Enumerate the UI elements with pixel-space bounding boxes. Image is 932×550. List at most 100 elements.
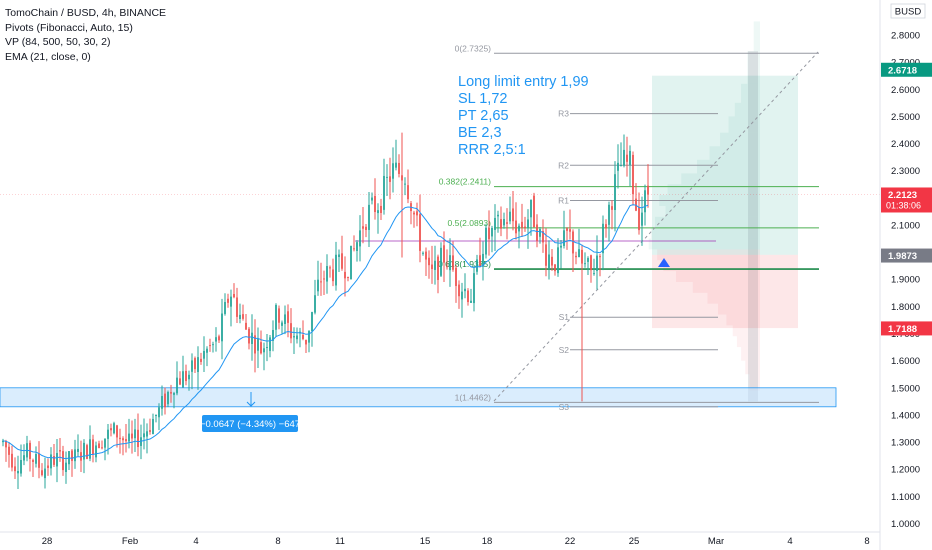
- candle-body-119: [359, 230, 361, 247]
- candle-body-61: [185, 370, 187, 382]
- candle-body-115: [347, 276, 349, 278]
- price-badge-time-1: 01:38:06: [886, 200, 921, 210]
- candle-body-169: [509, 211, 511, 222]
- candle-body-185: [557, 247, 559, 274]
- fib-trend-line: [493, 51, 819, 402]
- vp-bar-5: [720, 132, 760, 147]
- ema-line: [2, 204, 649, 460]
- currency-box[interactable]: [890, 3, 926, 19]
- candle-body-94: [284, 314, 286, 325]
- candle-body-196: [590, 255, 592, 271]
- candle-body-80: [242, 314, 244, 319]
- candle-body-84: [254, 335, 256, 354]
- price-tick-4: 2.4000: [891, 139, 920, 150]
- candle-body-143: [431, 264, 433, 270]
- time-tick-6: 18: [482, 536, 493, 547]
- price-badge-0: [881, 62, 932, 77]
- candle-body-148: [446, 266, 448, 268]
- candle-body-210: [632, 154, 634, 195]
- candle-body-7: [23, 455, 25, 461]
- vp-bar-1: [747, 51, 760, 84]
- candle-body-116: [350, 245, 352, 280]
- candle-body-144: [434, 260, 436, 270]
- candle-body-154: [464, 288, 466, 292]
- candle-body-135: [407, 185, 409, 200]
- price-axis[interactable]: 2.80002.70002.60002.50002.40002.30002.20…: [891, 30, 920, 530]
- candle-body-120: [362, 226, 364, 229]
- candle-body-202: [608, 204, 610, 225]
- candle-body-19: [59, 450, 61, 452]
- candle-body-187: [563, 230, 565, 246]
- candle-body-166: [500, 219, 502, 229]
- candle-body-31: [95, 445, 97, 458]
- candle-body-151: [455, 267, 457, 287]
- candle-body-73: [221, 313, 223, 342]
- candle-body-47: [143, 433, 145, 438]
- vp-bar-17: [676, 271, 760, 282]
- candle-body-0: [2, 440, 4, 443]
- price-tick-17: 1.1000: [891, 492, 920, 503]
- vp-bar-25: [745, 360, 760, 375]
- candle-body-58: [176, 377, 178, 394]
- candle-body-158: [476, 259, 478, 272]
- candle-body-162: [488, 227, 490, 240]
- indicator-vp[interactable]: VP (84, 500, 50, 30, 2): [5, 36, 111, 48]
- candle-body-81: [245, 322, 247, 330]
- price-badge-value-2: 1.9873: [888, 251, 917, 262]
- candle-body-124: [374, 195, 376, 213]
- candle-body-104: [314, 295, 316, 313]
- time-tick-0: 28: [42, 536, 53, 547]
- candle-body-126: [380, 205, 382, 213]
- candle-body-37: [113, 423, 115, 434]
- candle-body-176: [530, 200, 532, 218]
- candle-body-2: [8, 446, 10, 455]
- candle-body-161: [485, 227, 487, 255]
- candle-body-195: [587, 258, 589, 262]
- candle-body-102: [308, 330, 310, 343]
- candle-body-189: [569, 229, 571, 232]
- price-badge-value-3: 1.7188: [888, 324, 917, 335]
- vp-bar-18: [692, 281, 760, 293]
- time-tick-10: 4: [787, 536, 792, 547]
- price-tick-13: 1.5000: [891, 383, 920, 394]
- candle-body-65: [197, 357, 199, 372]
- candle-body-215: [647, 185, 649, 195]
- candle-body-181: [545, 244, 547, 266]
- candle-body-60: [182, 371, 184, 388]
- time-axis[interactable]: 28 Feb 4 8 11 15 18 22 25 Mar 4 8: [42, 536, 870, 547]
- candle-body-165: [497, 214, 499, 217]
- time-tick-5: 15: [420, 536, 431, 547]
- candle-body-62: [188, 374, 190, 380]
- candle-body-208: [626, 154, 628, 162]
- indicator-pivots[interactable]: Pivots (Fibonacci, Auto, 15): [5, 21, 133, 34]
- price-badge-value-1: 2.2123: [888, 190, 917, 201]
- price-tick-5: 2.3000: [891, 166, 920, 177]
- support-zone: [0, 387, 837, 408]
- candle-body-5: [17, 470, 19, 474]
- candle-body-149: [449, 255, 451, 271]
- candle-body-27: [83, 442, 85, 460]
- pivot-label-0: R3: [558, 109, 569, 119]
- vp-bar-20: [718, 303, 760, 315]
- candle-body-160: [482, 253, 484, 267]
- candle-body-88: [266, 347, 268, 349]
- price-badge-value-0: 2.6718: [888, 65, 917, 76]
- candle-body-170: [512, 208, 514, 222]
- candle-body-53: [161, 396, 163, 409]
- candle-body-78: [236, 297, 238, 317]
- candle-body-57: [173, 393, 175, 395]
- candle-body-206: [620, 165, 622, 167]
- pivot-label-2: R1: [558, 196, 569, 206]
- candles: [2, 132, 649, 489]
- candle-body-191: [575, 255, 577, 258]
- candle-body-3: [11, 453, 13, 468]
- candle-body-103: [311, 312, 313, 332]
- candle-body-209: [629, 150, 631, 165]
- candle-body-172: [518, 225, 520, 232]
- symbol-title[interactable]: TomoChain / BUSD, 4h, BINANCE: [5, 7, 167, 19]
- candle-body-194: [584, 263, 586, 265]
- indicator-ema[interactable]: EMA (21, close, 0): [5, 50, 91, 63]
- candle-body-106: [320, 281, 322, 283]
- note-entry: Long limit entry 1,99: [458, 74, 589, 90]
